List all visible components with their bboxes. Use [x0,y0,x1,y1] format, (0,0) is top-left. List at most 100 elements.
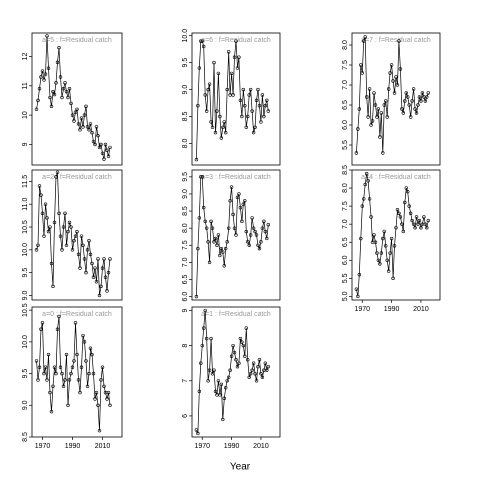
panel-frame [351,169,441,301]
data-point [257,104,262,108]
data-point [197,66,202,70]
data-point [263,104,268,108]
data-point [46,66,51,70]
data-point [360,71,364,75]
data-point [63,378,67,382]
data-point [253,229,257,234]
data-point [224,246,228,251]
data-point [404,186,408,190]
data-point [392,244,397,248]
y-tick-label: 5.5 [342,140,349,150]
data-point [219,246,224,251]
data-point [34,248,39,252]
data-point [426,91,430,95]
data-point [386,269,391,273]
y-tick-label: 11 [22,82,29,89]
data-point [64,243,69,247]
data-point [57,314,61,319]
data-point [75,107,79,111]
data-point [203,308,207,313]
data-point [96,257,100,261]
data-point [246,358,250,362]
data-point [87,371,91,376]
x-tick-label: 2010 [253,443,269,450]
data-point [248,87,253,92]
data-point [207,368,212,372]
data-point [226,50,231,54]
data-point [55,60,60,65]
data-point [251,130,256,135]
data-point [45,34,49,38]
data-point [265,368,269,372]
data-point [378,135,382,139]
data-point [401,229,406,234]
data-point [410,218,414,223]
data-point [406,189,410,194]
panel: a=2 : f=Residual catch 9.0 9.5 10.0 10.5 11.0… [22,169,123,301]
data-point [222,120,226,124]
y-tick-label: 7.0 [342,219,349,229]
data-point [235,365,240,369]
data-point [265,98,269,103]
data-point [108,257,112,261]
data-point [407,204,411,208]
data-point [384,99,388,103]
data-point [254,379,259,383]
data-point [407,103,411,107]
data-point [91,139,96,144]
series-line [356,173,429,297]
data-point [266,109,270,113]
data-point [359,236,363,241]
data-point [381,151,385,155]
data-point [218,114,222,119]
data-point [422,215,426,219]
strip-label: a=2 : f=Residual catch [42,174,112,181]
y-tick-label: 10.0 [182,29,189,43]
data-point [372,233,376,237]
data-point [42,78,46,82]
data-point [51,89,55,94]
data-point [256,243,260,247]
data-point [203,219,207,224]
data-point [63,211,67,216]
data-point [238,336,243,341]
data-point [376,107,381,111]
data-point [88,346,93,350]
data-point [256,87,260,92]
strip-label: a=6 : f=Residual catch [201,37,271,44]
data-point [419,99,423,103]
y-tick-label: 10.0 [22,243,29,257]
x-tick-label: 1970 [354,306,370,313]
data-point [357,107,362,111]
data-point [354,287,359,291]
series-line [36,316,111,431]
data-point [263,229,268,234]
data-point [414,111,419,115]
data-point [395,83,400,87]
data-point [67,220,72,225]
data-point [106,390,111,395]
data-point [229,354,234,358]
data-point [244,326,248,330]
data-point [410,99,414,103]
x-tick-label: 1970 [194,443,210,450]
data-point [259,372,263,376]
data-point [243,199,247,203]
data-point [70,113,75,117]
series-line [196,176,269,297]
data-point [376,258,381,262]
y-tick-label: 9.0 [22,400,29,410]
data-point [79,365,84,369]
data-point [266,365,270,369]
data-point [388,251,392,255]
data-point [96,403,100,407]
data-point [419,226,423,230]
data-point [78,266,82,270]
data-point [251,361,256,365]
data-point [363,182,367,187]
data-point [106,154,111,158]
data-point [224,386,228,390]
y-tick-label: 6.5 [182,275,189,285]
data-point [232,226,237,230]
data-point [391,79,395,83]
